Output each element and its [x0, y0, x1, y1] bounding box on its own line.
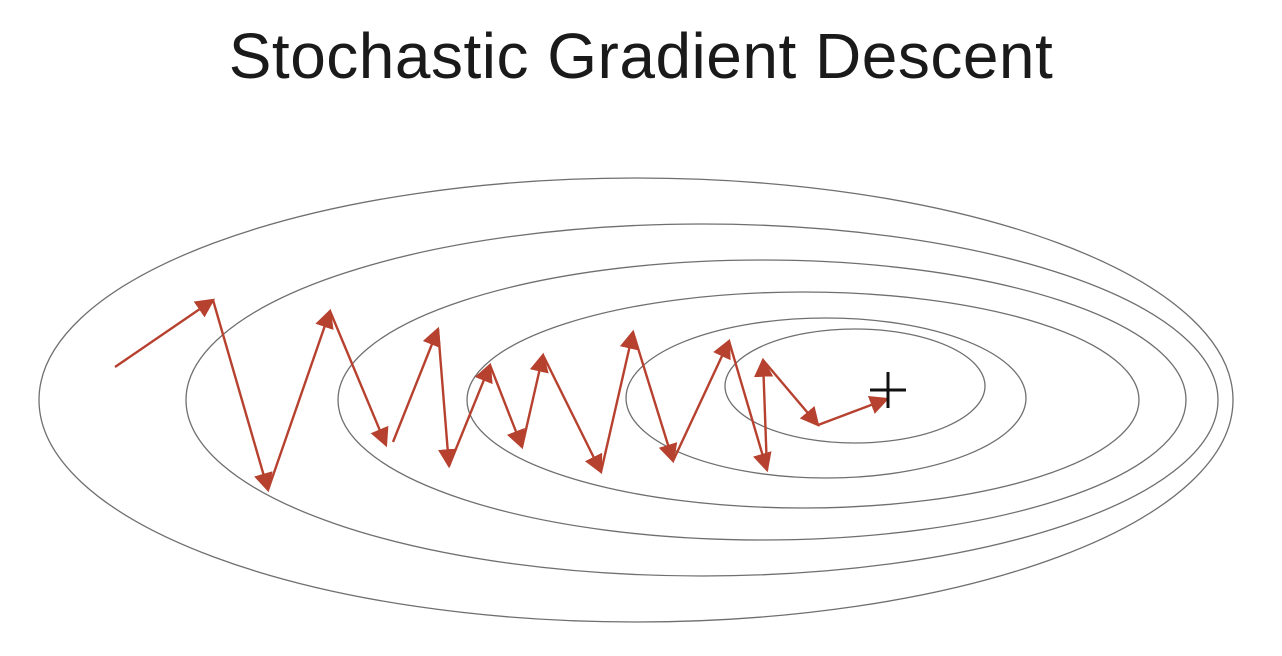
- step-1: [114, 298, 215, 368]
- step-5: [391, 326, 441, 443]
- plus-icon: [870, 372, 906, 408]
- step-3: [266, 308, 334, 491]
- step-8: [488, 364, 525, 450]
- contour-6: [724, 328, 986, 444]
- contour-4: [466, 291, 1140, 509]
- contour-1: [38, 177, 1234, 623]
- step-12: [631, 331, 678, 464]
- step-2: [211, 299, 273, 493]
- contour-lines: [38, 177, 1234, 623]
- step-10: [541, 354, 603, 475]
- descent-path: [114, 298, 890, 493]
- page-title: Stochastic Gradient Descent: [228, 20, 1054, 92]
- step-6: [436, 328, 458, 469]
- step-13: [671, 338, 731, 462]
- contour-5: [625, 317, 1027, 479]
- step-11: [599, 329, 639, 473]
- step-16: [762, 359, 820, 427]
- contour-2: [185, 223, 1219, 577]
- step-9: [520, 352, 549, 448]
- step-14: [727, 340, 772, 473]
- step-15: [754, 357, 774, 471]
- contour-3: [337, 259, 1187, 541]
- step-17: [817, 395, 890, 427]
- step-7: [447, 362, 493, 467]
- step-4: [328, 310, 389, 448]
